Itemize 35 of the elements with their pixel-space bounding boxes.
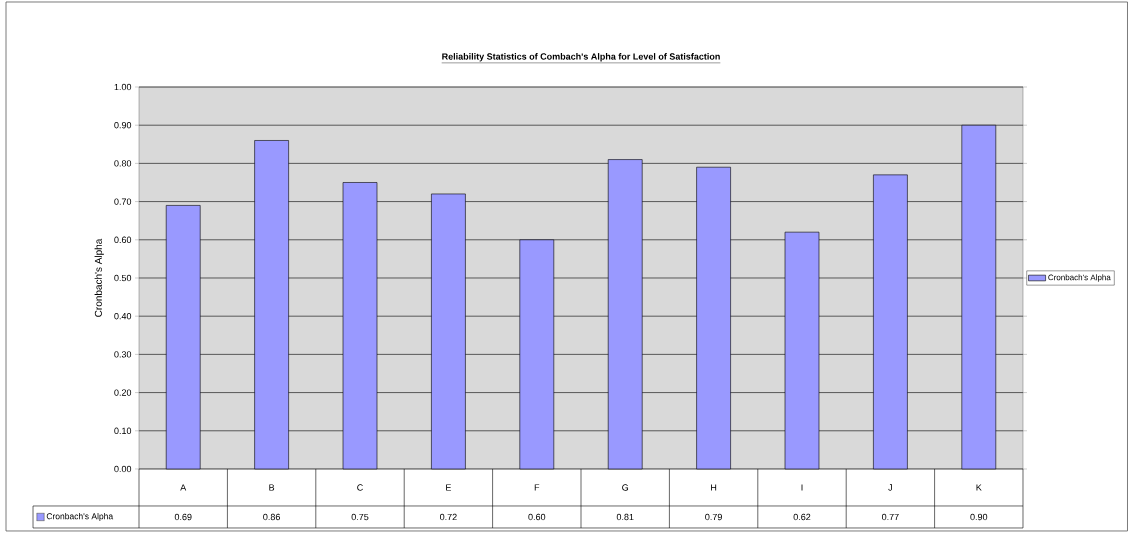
data-label: 0.60 [528,513,546,521]
data-label: 0.90 [970,513,988,521]
y-axis-title: Cronbach's Alpha [94,238,104,317]
data-label: 0.69 [174,513,192,521]
data-label: 0.86 [263,513,280,521]
x-tick-label: G [622,484,629,491]
x-tick-label: C [357,484,363,491]
y-tick-label: 0.40 [114,313,132,320]
y-tick-label: 0.30 [114,351,132,358]
x-tick-label: A [180,484,187,491]
x-tick-label: B [269,484,275,491]
y-tick-label: 0.60 [114,236,132,243]
data-label: 0.62 [793,513,811,521]
x-tick-label: E [446,484,452,491]
y-tick-label: 0.20 [114,389,132,396]
y-tick-label: 0.70 [114,198,132,205]
legend-label: Cronbach's Alpha [1048,274,1111,282]
y-tick-label: 0.80 [114,160,132,167]
x-tick-label: F [534,484,540,491]
y-tick-label: 0.50 [114,274,132,282]
y-tick-label: 0.10 [114,427,132,434]
chart-title: Reliability Statistics of Combach's Alpha for Level of Satisfaction [442,53,720,62]
text: Cronbach's Alpha [46,513,114,521]
data-label: 0.79 [705,513,722,521]
y-tick-label: 1.00 [114,83,132,91]
y-tick-label: 0.00 [114,465,132,473]
x-tick-label: H [711,484,717,491]
y-tick-label: 0.90 [114,122,132,129]
x-tick-label: K [976,484,982,491]
data-label: 0.81 [616,513,634,521]
x-tick-label: I [801,484,803,491]
x-tick-label: J [888,484,892,491]
data-label: 0.72 [439,513,457,521]
data-label: 0.75 [351,513,369,521]
data-label: 0.77 [881,513,899,521]
